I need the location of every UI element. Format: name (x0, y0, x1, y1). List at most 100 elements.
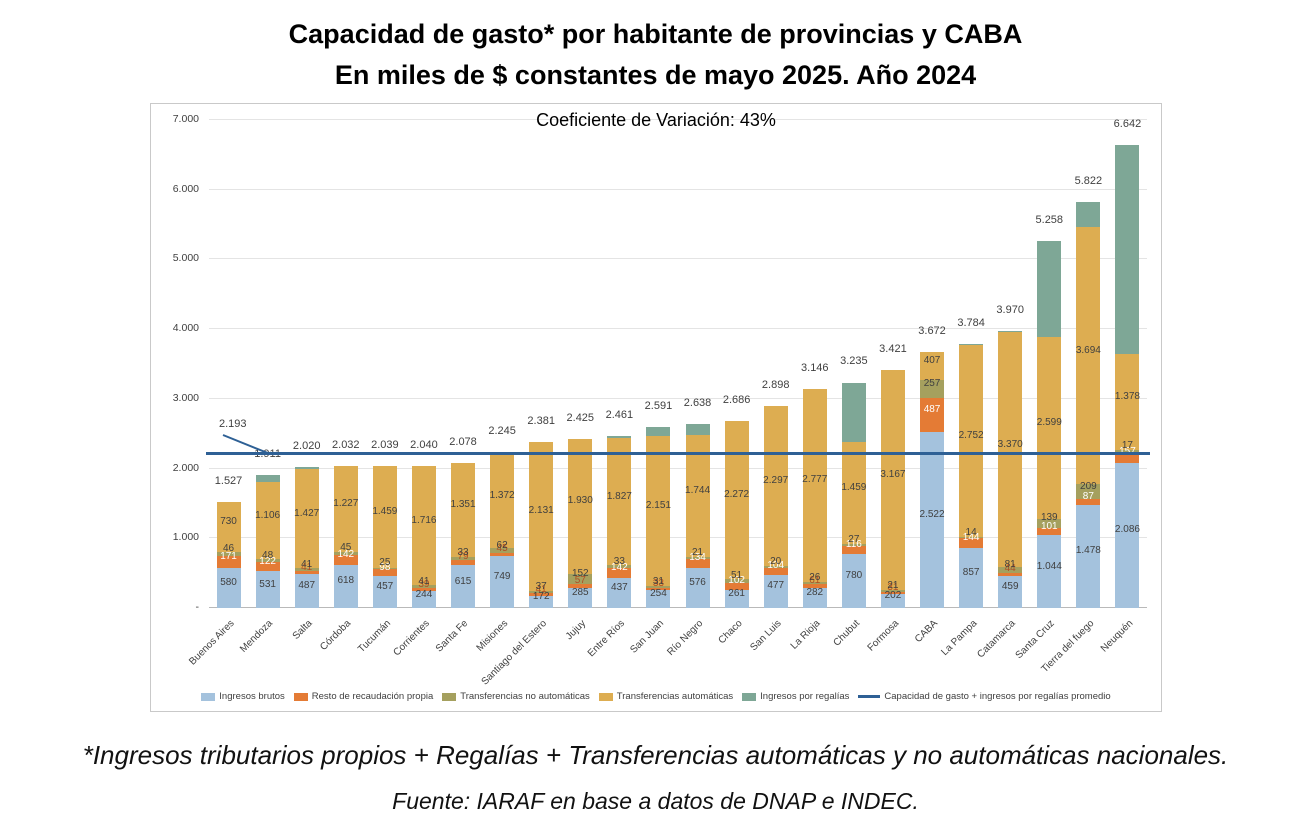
bar-total-label: 2.245 (488, 424, 516, 437)
bar-total-label: 2.638 (683, 397, 712, 410)
bar-segment-transf_automaticas (724, 420, 749, 580)
bar-segment-regalias (998, 331, 1023, 333)
bar-segment-transf_no_automaticas (998, 567, 1023, 573)
bar-segment-label-transf_no_automaticas: 21 (887, 580, 899, 592)
bar-segment-ingresos_brutos (372, 576, 397, 608)
bar-segment-label-transf_no_automaticas: 48 (262, 549, 274, 561)
bar-segment-label-transf_automaticas: 1.459 (841, 481, 867, 493)
bar-total-label: 2.381 (527, 415, 555, 428)
bar-segment-label-transf_automaticas: 3.167 (880, 468, 906, 480)
bar-segment-label-transf_automaticas: 1.716 (411, 514, 437, 526)
bar-segment-resto_recaudacion (998, 572, 1023, 577)
bar-segment-label-ingresos_brutos: 282 (806, 587, 824, 599)
bar-total-label: 5.258 (1035, 214, 1064, 227)
bar-total-label: 2.040 (410, 438, 438, 451)
bar-segment-ingresos_brutos (880, 593, 905, 608)
bar-segment-label-transf_automaticas: 1.106 (255, 509, 281, 521)
y-tick-label: 3.000 (172, 391, 199, 404)
x-axis-label: Jujuy (563, 618, 589, 643)
bar-segment-label-transf_no_automaticas: 31 (652, 575, 664, 587)
bar-segment-resto_recaudacion (646, 588, 671, 591)
bar-segment-label-resto_recaudacion: 487 (923, 404, 941, 416)
bar-segment-label-resto_recaudacion: 41 (301, 561, 313, 573)
bar-segment-transf_automaticas (646, 435, 671, 586)
legend-item-average: Capacidad de gasto + ingresos por regalí… (858, 691, 1111, 702)
bar-segment-label-resto_recaudacion: 116 (845, 538, 862, 550)
x-axis-label: Santa Fe (434, 618, 471, 655)
x-axis-label: CABA (912, 618, 940, 646)
bar-total-label: 2.461 (605, 409, 634, 422)
bar-segment-transf_automaticas (841, 441, 866, 544)
bar-segment-resto_recaudacion (724, 582, 749, 590)
bar-segment-label-transf_no_automaticas: 45 (340, 542, 352, 554)
bar-segment-label-transf_automaticas: 2.777 (802, 474, 828, 486)
bar-segment-label-resto_recaudacion: 44 (1004, 563, 1016, 575)
bar-total-label: 2.032 (332, 439, 360, 452)
bar-segment-label-transf_no_automaticas: 17 (1121, 440, 1133, 452)
x-axis-label: Buenos Aires (186, 618, 237, 668)
bar-segment-label-transf_automaticas: 1.930 (567, 495, 593, 507)
bar-segment-label-ingresos_brutos: 2.086 (1114, 524, 1140, 536)
legend-label: Ingresos brutos (219, 691, 285, 702)
bar-segment-regalias (1037, 241, 1062, 338)
bar-segment-resto_recaudacion (920, 398, 945, 433)
bar-column: 459 44 81 3.370 3.970 Catamarca (976, 120, 1030, 661)
bar-segment-label-transf_automaticas: 2.752 (958, 430, 984, 442)
bar-segment-label-ingresos_brutos: 477 (767, 580, 785, 592)
bar-segment-label-resto_recaudacion: 87 (1082, 490, 1094, 502)
bar-segment-transf_automaticas (372, 465, 397, 568)
bar-segment-resto_recaudacion (685, 558, 710, 568)
bar-segment-transf_automaticas (959, 345, 984, 538)
bar-column: 437 142 33 1.827 2.461 Entre Ríos (586, 120, 639, 659)
bar-segment-ingresos_brutos (529, 596, 554, 608)
chart-title: Capacidad de gasto* por habitante de pro… (288, 19, 1023, 49)
gridline (209, 119, 1147, 120)
bar-segment-label-ingresos_brutos: 531 (259, 578, 276, 590)
bar-column: 487 41 41 1.427 2.020 Salta (287, 120, 326, 642)
bar-segment-label-transf_no_automaticas: 33 (457, 547, 469, 559)
y-tick-label: 5.000 (172, 252, 199, 265)
bar-segment-transf_automaticas (451, 463, 476, 558)
legend-label: Transferencias no automáticas (460, 691, 590, 702)
gridline (209, 467, 1147, 469)
bar-segment-label-ingresos_brutos: 1.044 (1036, 560, 1062, 572)
bar-segment-label-transf_no_automaticas: 257 (923, 378, 941, 390)
bar-segment-label-ingresos_brutos: 457 (376, 581, 394, 593)
bar-segment-ingresos_brutos (294, 574, 319, 608)
bar-segment-label-transf_no_automaticas: 81 (1004, 559, 1016, 571)
bar-segment-label-transf_no_automaticas: 20 (770, 555, 782, 567)
bar-segment-label-ingresos_brutos: 254 (650, 588, 667, 600)
bar-segment-label-transf_no_automaticas: 25 (379, 557, 391, 569)
chart-header: Capacidad de gasto* por habitante de pro… (0, 14, 1311, 95)
bar-segment-transf_automaticas (490, 452, 515, 549)
bar-column: 172 41 37 2.131 2.381 Santiago del Estero (479, 120, 561, 688)
bar-segment-label-transf_automaticas: 730 (220, 516, 237, 527)
y-tick-label: 1.000 (172, 531, 199, 544)
bar-column: 477 104 20 2.297 2.898 San Luis (748, 120, 795, 653)
bar-segment-label-transf_automaticas: 3.694 (1075, 344, 1101, 356)
bar-segment-transf_no_automaticas (1115, 450, 1140, 452)
bar-segment-label-ingresos_brutos: 437 (611, 581, 628, 593)
bar-segment-transf_automaticas (1115, 354, 1140, 451)
bar-segment-label-transf_no_automaticas: 21 (691, 546, 704, 558)
bar-segment-transf_automaticas (802, 388, 827, 583)
chart-subtitle: En miles de $ constantes de mayo 2025. A… (334, 59, 977, 90)
bar-total-label: 2.020 (292, 440, 321, 453)
gridline (209, 188, 1147, 190)
bar-segment-resto_recaudacion (372, 569, 397, 577)
bar-segment-ingresos_brutos (763, 574, 788, 608)
bar-segment-label-resto_recaudacion: 104 (767, 560, 785, 572)
bar-segment-label-ingresos_brutos: 261 (728, 587, 745, 599)
y-tick-label: 2.000 (172, 461, 199, 474)
bar-segment-label-resto_recaudacion: 142 (611, 561, 628, 573)
bar-total-label: 2.591 (644, 400, 673, 413)
bar-segment-label-transf_no_automaticas: 33 (613, 555, 625, 567)
bar-segment-transf_no_automaticas (490, 548, 515, 553)
bar-segment-label-resto_recaudacion: 41 (535, 583, 547, 595)
bar-segment-label-transf_no_automaticas: 41 (301, 558, 313, 570)
bar-segment-transf_no_automaticas (333, 551, 358, 556)
legend-item: Transferencias automáticas (598, 691, 733, 702)
bar-total-label: 2.898 (761, 378, 790, 391)
bar-segment-transf_no_automaticas (920, 380, 945, 399)
bar-segment-resto_recaudacion (880, 591, 905, 594)
